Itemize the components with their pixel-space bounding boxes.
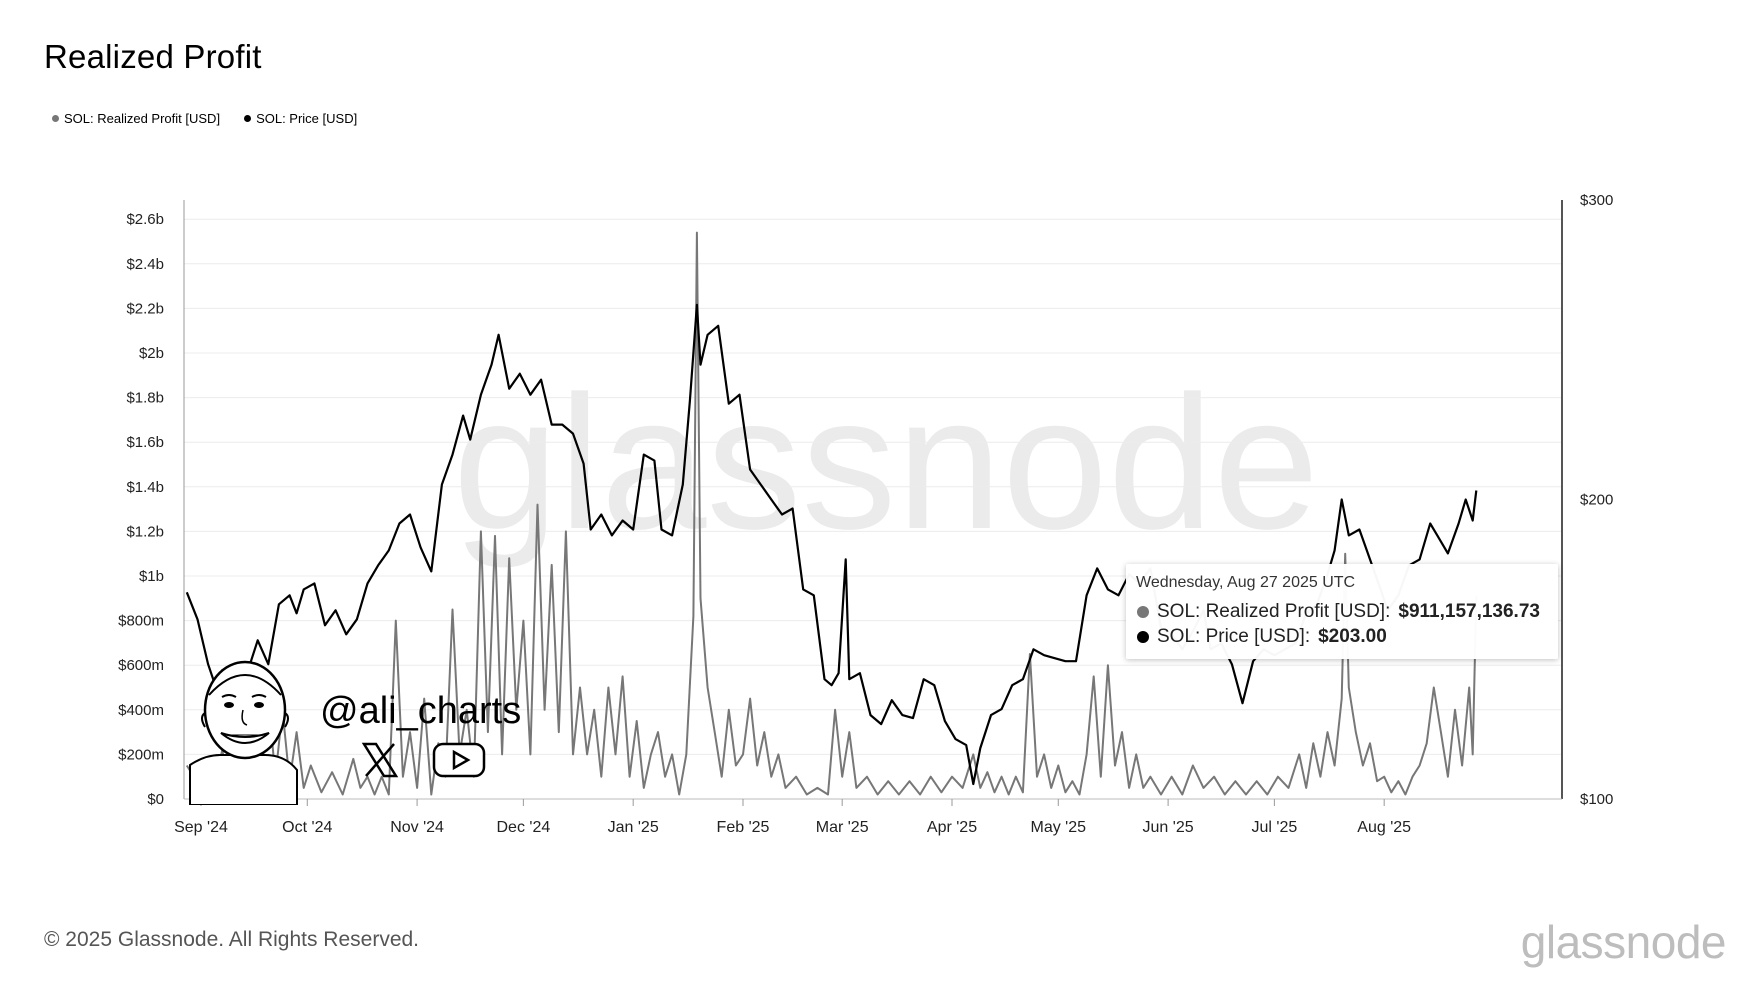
left-tick-label: $2.6b: [126, 211, 164, 228]
legend-dot-realized-profit: [52, 115, 59, 122]
left-tick-label: $2b: [139, 345, 164, 362]
legend-item-price[interactable]: SOL: Price [USD]: [244, 111, 357, 126]
right-tick-label: $100: [1580, 791, 1613, 808]
x-tick-label: Jun '25: [1143, 819, 1194, 836]
x-tick-label: Dec '24: [496, 819, 550, 836]
left-tick-label: $0: [147, 791, 164, 808]
x-tick-label: Apr '25: [927, 819, 977, 836]
left-tick-label: $400m: [118, 702, 164, 719]
page-title: Realized Profit: [44, 38, 262, 75]
chart-tooltip: Wednesday, Aug 27 2025 UTC SOL: Realized…: [1126, 564, 1558, 659]
right-tick-label: $200: [1580, 492, 1613, 509]
legend-dot-price: [244, 115, 252, 122]
left-tick-label: $1b: [139, 568, 164, 585]
handle-text: @ali_charts: [320, 690, 522, 732]
left-tick-label: $1.2b: [126, 523, 164, 540]
left-tick-label: $1.6b: [126, 434, 164, 451]
legend-label-realized-profit: SOL: Realized Profit [USD]: [64, 111, 221, 126]
x-tick-label: May '25: [1031, 819, 1087, 836]
legend-label-price: SOL: Price [USD]: [256, 111, 358, 126]
chart-legend: SOL: Realized Profit [USD] SOL: Price [U…: [52, 111, 357, 126]
left-tick-label: $1.4b: [126, 479, 164, 496]
x-tick-label: Feb '25: [717, 819, 770, 836]
left-tick-label: $2.4b: [126, 256, 164, 273]
left-y-axis: $0 $200m $400m $600m $800m $1b $1.2b $1.4b $1.6b…: [118, 200, 185, 808]
left-tick-label: $200m: [118, 746, 164, 763]
tooltip-row-realized-profit: SOL: Realized Profit [USD]: $911,157,136…: [1137, 601, 1540, 623]
tooltip-value-price: $203.00: [1318, 626, 1387, 647]
legend-item-realized-profit[interactable]: SOL: Realized Profit [USD]: [52, 111, 220, 126]
tooltip-label-price: SOL: Price [USD]:: [1157, 626, 1311, 647]
cartoon-face-icon: [189, 660, 298, 805]
x-tick-label: Nov '24: [390, 819, 444, 836]
footer-copyright: © 2025 Glassnode. All Rights Reserved.: [44, 928, 420, 951]
right-y-axis: $100 $200 $300: [1561, 192, 1613, 808]
youtube-icon: [432, 742, 486, 778]
tooltip-date: Wednesday, Aug 27 2025 UTC: [1136, 574, 1356, 591]
x-tick-label: Aug '25: [1357, 819, 1411, 836]
x-tick-label: Sep '24: [174, 819, 228, 836]
tooltip-value-realized-profit: $911,157,136.73: [1398, 601, 1540, 622]
left-tick-label: $800m: [118, 613, 164, 630]
series-line-realized-profit: [185, 231, 1478, 796]
glassnode-logo: glassnode: [1520, 916, 1727, 968]
tooltip-label-realized-profit: SOL: Realized Profit [USD]:: [1157, 601, 1391, 622]
tooltip-row-price: SOL: Price [USD]: $203.00: [1137, 626, 1387, 648]
left-tick-label: $2.2b: [126, 300, 164, 317]
x-logo-icon: [361, 742, 399, 778]
x-tick-label: Jan '25: [608, 819, 659, 836]
x-tick-label: Oct '24: [282, 819, 332, 836]
right-tick-label: $300: [1580, 192, 1613, 209]
tooltip-dot-price: [1137, 631, 1149, 643]
chart-watermark: glassnode: [453, 357, 1319, 569]
x-tick-label: Jul '25: [1251, 819, 1297, 836]
x-axis: Sep '24 Oct '24 Nov '24 Dec '24 Jan '25 Feb '…: [174, 798, 1562, 836]
left-tick-label: $1.8b: [126, 390, 164, 407]
x-tick-label: Mar '25: [816, 819, 869, 836]
left-tick-label: $600m: [118, 657, 164, 674]
tooltip-dot-realized-profit: [1137, 606, 1149, 618]
